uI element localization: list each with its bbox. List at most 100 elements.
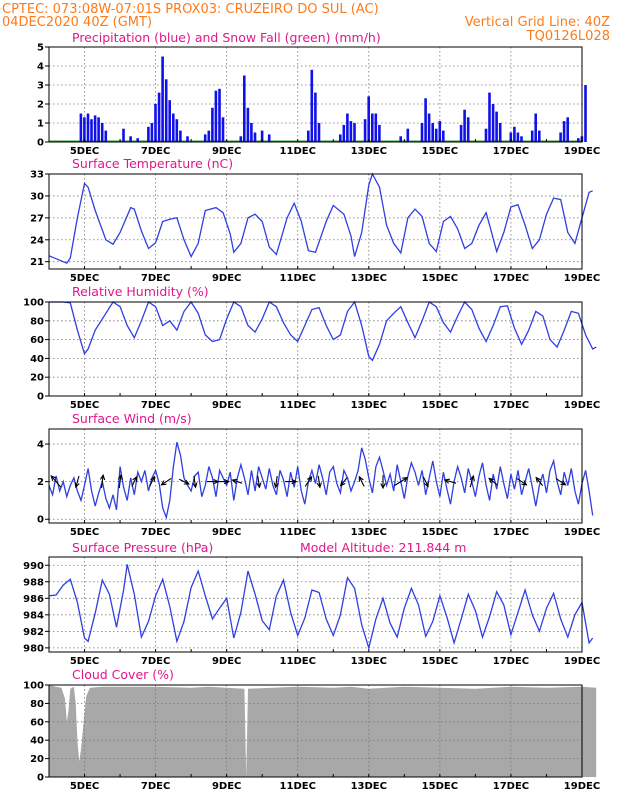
pressure-altitude-annotation: Model Altitude: 211.844 m bbox=[300, 540, 466, 555]
wind-xtick-label: 5DEC bbox=[70, 527, 99, 538]
wind-arrow bbox=[161, 477, 172, 486]
precip-bar bbox=[424, 98, 427, 142]
precip-bar bbox=[122, 128, 125, 142]
precip-bar bbox=[438, 121, 442, 142]
temperature-ytick-label: 27 bbox=[30, 213, 44, 224]
precip-xtick-label: 19DEC bbox=[564, 146, 600, 157]
wind-title: Surface Wind (m/s) bbox=[72, 411, 192, 426]
temperature-ytick-label: 24 bbox=[30, 235, 44, 246]
precip-bar bbox=[420, 123, 424, 142]
precip-bar bbox=[495, 111, 498, 142]
precip-bar bbox=[584, 85, 587, 142]
wind-frame bbox=[48, 428, 583, 524]
wind-arrowhead bbox=[273, 482, 279, 489]
humidity-xtick-label: 15DEC bbox=[422, 400, 458, 411]
pressure-ytick-label: 986 bbox=[23, 594, 44, 605]
wind-arrowhead bbox=[183, 479, 190, 485]
humidity-xtick-label: 13DEC bbox=[351, 400, 387, 411]
precip-xtick-label: 7DEC bbox=[141, 146, 170, 157]
cloud-xtick-label: 17DEC bbox=[493, 781, 529, 792]
wind-arrow bbox=[50, 475, 62, 488]
precip-bar bbox=[378, 124, 381, 142]
pressure-xtick-label: 13DEC bbox=[351, 656, 387, 667]
humidity-ytick-label: 0 bbox=[37, 392, 44, 403]
wind-arrow bbox=[118, 475, 122, 489]
precip-bar bbox=[175, 119, 179, 142]
wind-arrow bbox=[317, 475, 321, 488]
humidity-xtick-label: 9DEC bbox=[212, 400, 241, 411]
precip-bar bbox=[498, 123, 502, 142]
precip-bar bbox=[566, 117, 569, 142]
precip-bar bbox=[164, 79, 168, 142]
wind-arrowhead bbox=[521, 480, 528, 486]
wind-arrow bbox=[131, 476, 138, 487]
precip-bar bbox=[243, 75, 246, 142]
wind-arrow bbox=[257, 475, 260, 488]
precip-bar bbox=[530, 130, 534, 142]
precip-bar bbox=[431, 123, 434, 142]
precip-bar bbox=[161, 56, 164, 142]
cloud-xtick-label: 7DEC bbox=[141, 781, 170, 792]
precip-bar bbox=[371, 113, 374, 142]
wind-arrow bbox=[555, 477, 566, 486]
precip-bar bbox=[203, 134, 207, 142]
humidity-ytick-label: 60 bbox=[30, 335, 44, 346]
wind-xtick-label: 13DEC bbox=[351, 527, 387, 538]
temperature-ytick-label: 30 bbox=[30, 191, 44, 202]
temperature-ytick-label: 21 bbox=[30, 257, 44, 268]
wind-arrow bbox=[340, 477, 348, 486]
precip-bar bbox=[136, 138, 139, 142]
wind-arrow bbox=[275, 475, 278, 488]
precip-bar bbox=[484, 128, 488, 142]
header-model: TQ0126L028 bbox=[526, 29, 610, 44]
wind-xtick-label: 17DEC bbox=[493, 527, 529, 538]
wind-arrow bbox=[193, 475, 197, 488]
wind-ytick-label: 4 bbox=[37, 440, 44, 451]
cloud-ytick-label: 60 bbox=[30, 717, 44, 728]
cloud-ytick-label: 20 bbox=[30, 754, 44, 765]
wind-arrow bbox=[516, 477, 527, 486]
wind-arrow bbox=[469, 475, 474, 488]
pressure-ytick-label: 984 bbox=[23, 610, 44, 621]
precip-bar bbox=[339, 134, 342, 142]
humidity-xtick-label: 11DEC bbox=[280, 400, 316, 411]
header-grid-line: Vertical Grid Line: 40Z bbox=[465, 15, 610, 30]
precip-xtick-label: 11DEC bbox=[280, 146, 316, 157]
temperature-xtick-label: 15DEC bbox=[422, 273, 458, 284]
wind-arrowhead bbox=[50, 475, 57, 482]
wind-arrowhead bbox=[74, 482, 80, 489]
pressure-frame bbox=[48, 556, 583, 653]
wind-arrowhead bbox=[380, 483, 386, 490]
precip-xtick-label: 13DEC bbox=[351, 146, 387, 157]
pressure-xtick-label: 11DEC bbox=[280, 656, 316, 667]
cloud-ytick-label: 0 bbox=[37, 773, 44, 784]
wind-arrow bbox=[178, 478, 190, 485]
precip-bar bbox=[253, 132, 257, 142]
precip-bar bbox=[459, 124, 463, 142]
precip-bar bbox=[97, 117, 100, 142]
pressure-xtick-label: 19DEC bbox=[564, 656, 600, 667]
wind-arrowhead bbox=[423, 481, 429, 488]
temperature-title: Surface Temperature (nC) bbox=[72, 156, 233, 171]
precip-bar bbox=[214, 90, 218, 142]
precip-bar bbox=[93, 115, 97, 142]
precip-bar bbox=[267, 134, 271, 142]
wind-arrowhead bbox=[469, 474, 475, 482]
precip-bar bbox=[317, 123, 321, 142]
cloud-ytick-label: 80 bbox=[30, 699, 44, 710]
wind-arrowhead bbox=[358, 475, 364, 482]
pressure-ytick-label: 990 bbox=[23, 561, 44, 572]
wind-arrow bbox=[100, 475, 104, 489]
wind-arrow bbox=[149, 476, 155, 487]
header-line1: CPTEC: 073:08W-07:01S PROX03: CRUZEIRO D… bbox=[2, 2, 379, 17]
wind-arrowhead bbox=[160, 480, 167, 486]
precip-bar bbox=[491, 104, 495, 142]
temperature-xtick-label: 9DEC bbox=[212, 273, 241, 284]
precip-bar bbox=[147, 126, 150, 142]
wind-arrow bbox=[488, 477, 498, 486]
precip-bar bbox=[488, 92, 491, 142]
humidity-ytick-label: 40 bbox=[30, 354, 44, 365]
precip-ytick-label: 2 bbox=[37, 100, 44, 111]
temperature-frame bbox=[48, 173, 583, 270]
pressure-xtick-label: 9DEC bbox=[212, 656, 241, 667]
